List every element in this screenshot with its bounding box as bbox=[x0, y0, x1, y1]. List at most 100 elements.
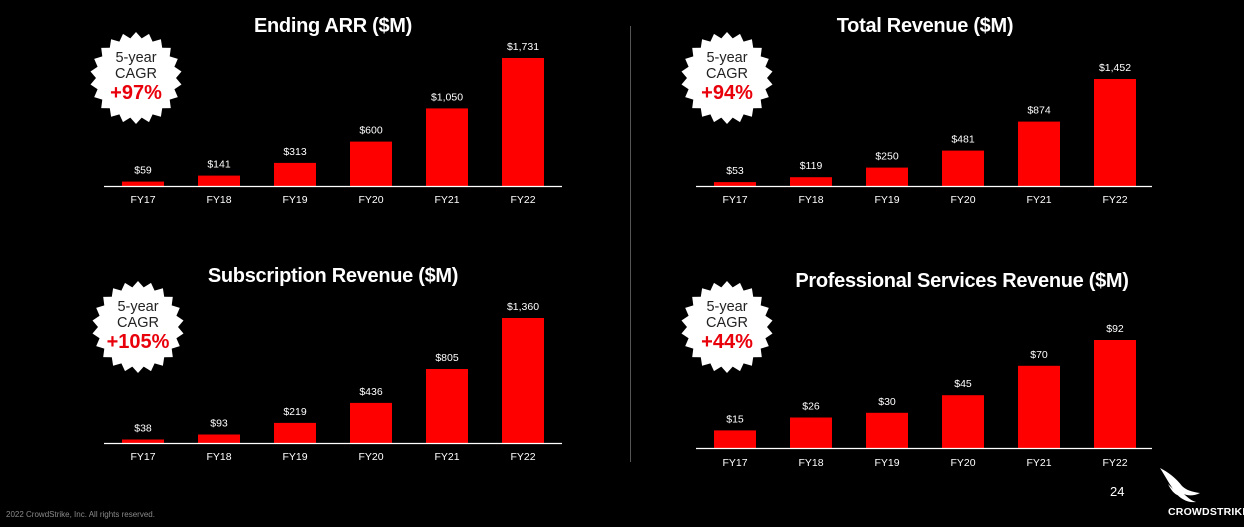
bar-fy19 bbox=[274, 162, 316, 186]
chart-title: Professional Services Revenue ($M) bbox=[795, 270, 1128, 292]
bar-fy18 bbox=[790, 417, 832, 448]
data-label: $874 bbox=[1027, 105, 1051, 117]
bar-fy17 bbox=[122, 181, 164, 186]
cagr-period: 5-year bbox=[706, 299, 747, 315]
data-label: $1,360 bbox=[507, 301, 539, 313]
data-label: $481 bbox=[951, 134, 975, 146]
cagr-value: +105% bbox=[107, 331, 170, 353]
bar-fy17 bbox=[122, 439, 164, 443]
bar-fy19 bbox=[274, 422, 316, 443]
data-label: $1,731 bbox=[507, 41, 539, 53]
x-tick-label: FY17 bbox=[130, 194, 155, 206]
cagr-value: +44% bbox=[701, 331, 753, 353]
chart-panel-4: Professional Services Revenue ($M) $15 FY1… bbox=[681, 270, 1152, 469]
cagr-period: 5-year bbox=[115, 50, 156, 66]
cagr-label: CAGR bbox=[117, 315, 159, 331]
page-number: 24 bbox=[1110, 484, 1125, 499]
data-label: $219 bbox=[283, 406, 307, 418]
x-tick-label: FY21 bbox=[434, 451, 459, 463]
starburst-shape bbox=[681, 281, 773, 373]
copyright-text: 2022 CrowdStrike, Inc. All rights reserv… bbox=[6, 510, 155, 519]
x-tick-label: FY18 bbox=[798, 194, 823, 206]
x-tick-label: FY20 bbox=[358, 451, 383, 463]
chart-title: Ending ARR ($M) bbox=[254, 15, 412, 37]
bar-fy20 bbox=[942, 395, 984, 448]
x-tick-label: FY19 bbox=[874, 457, 899, 469]
bar-fy18 bbox=[198, 434, 240, 443]
x-tick-label: FY18 bbox=[206, 451, 231, 463]
data-label: $805 bbox=[435, 352, 459, 364]
data-label: $26 bbox=[802, 401, 820, 413]
data-label: $30 bbox=[878, 396, 896, 408]
x-tick-label: FY22 bbox=[1102, 457, 1127, 469]
x-tick-label: FY22 bbox=[510, 451, 535, 463]
data-label: $313 bbox=[283, 146, 307, 158]
bar-fy22 bbox=[1094, 79, 1136, 186]
chart-panel-1: Ending ARR ($M) $59 FY17 $141 FY18 $313 FY19 $6… bbox=[90, 15, 562, 206]
bar-fy20 bbox=[942, 150, 984, 186]
x-tick-label: FY19 bbox=[282, 451, 307, 463]
x-tick-label: FY20 bbox=[358, 194, 383, 206]
x-tick-label: FY19 bbox=[282, 194, 307, 206]
x-tick-label: FY20 bbox=[950, 457, 975, 469]
bar-fy18 bbox=[790, 177, 832, 186]
x-tick-label: FY18 bbox=[798, 457, 823, 469]
data-label: $53 bbox=[726, 165, 744, 177]
data-label: $92 bbox=[1106, 323, 1124, 335]
x-tick-label: FY21 bbox=[1026, 194, 1051, 206]
x-tick-label: FY21 bbox=[1026, 457, 1051, 469]
bar-fy18 bbox=[198, 175, 240, 186]
chart-panel-2: Total Revenue ($M) $53 FY17 $119 FY18 $250 FY1… bbox=[681, 15, 1152, 206]
data-label: $119 bbox=[800, 160, 823, 172]
cagr-value: +94% bbox=[701, 82, 753, 104]
starburst-shape bbox=[681, 32, 773, 124]
data-label: $38 bbox=[134, 423, 152, 435]
bar-fy17 bbox=[714, 430, 756, 448]
cagr-period: 5-year bbox=[117, 299, 158, 315]
bar-fy17 bbox=[714, 182, 756, 186]
cagr-label: CAGR bbox=[706, 66, 748, 82]
x-tick-label: FY17 bbox=[130, 451, 155, 463]
starburst-shape bbox=[90, 32, 182, 124]
data-label: $59 bbox=[134, 165, 152, 177]
data-label: $141 bbox=[207, 159, 231, 171]
data-label: $1,452 bbox=[1099, 62, 1131, 74]
x-tick-label: FY22 bbox=[510, 194, 535, 206]
brand-name: CROWDSTRIKE bbox=[1168, 506, 1244, 518]
data-label: $70 bbox=[1030, 349, 1048, 361]
data-label: $93 bbox=[210, 418, 228, 430]
x-tick-label: FY17 bbox=[722, 457, 747, 469]
bar-fy22 bbox=[502, 58, 544, 186]
bar-fy20 bbox=[350, 141, 392, 186]
x-tick-label: FY17 bbox=[722, 194, 747, 206]
chart-panel-3: Subscription Revenue ($M) $38 FY17 $93 FY18 $… bbox=[92, 265, 562, 463]
x-tick-label: FY19 bbox=[874, 194, 899, 206]
x-tick-label: FY20 bbox=[950, 194, 975, 206]
bar-fy21 bbox=[1018, 365, 1060, 448]
bar-fy22 bbox=[502, 318, 544, 443]
bar-fy20 bbox=[350, 402, 392, 443]
x-tick-label: FY21 bbox=[434, 194, 459, 206]
chart-title: Total Revenue ($M) bbox=[837, 15, 1013, 37]
bar-fy22 bbox=[1094, 340, 1136, 448]
cagr-label: CAGR bbox=[706, 315, 748, 331]
data-label: $45 bbox=[954, 378, 972, 390]
chart-title: Subscription Revenue ($M) bbox=[208, 265, 458, 287]
bar-fy21 bbox=[426, 369, 468, 443]
x-tick-label: FY18 bbox=[206, 194, 231, 206]
bar-fy19 bbox=[866, 412, 908, 448]
bar-fy19 bbox=[866, 167, 908, 186]
data-label: $1,050 bbox=[431, 91, 463, 103]
cagr-label: CAGR bbox=[115, 66, 157, 82]
cagr-value: +97% bbox=[110, 82, 162, 104]
falcon-logo-icon bbox=[1160, 468, 1200, 503]
data-label: $250 bbox=[875, 151, 899, 163]
data-label: $600 bbox=[359, 125, 383, 137]
cagr-period: 5-year bbox=[706, 50, 747, 66]
bar-fy21 bbox=[426, 108, 468, 186]
